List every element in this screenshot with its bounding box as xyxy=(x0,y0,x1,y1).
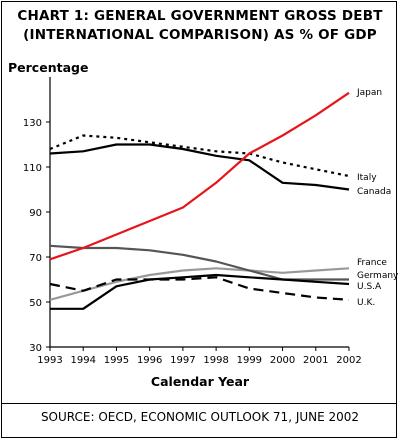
x-tick-label: 1993 xyxy=(37,355,62,366)
y-tick-label: 90 xyxy=(29,208,42,219)
chart-title-line1: CHART 1: GENERAL GOVERNMENT GROSS DEBT xyxy=(17,8,383,24)
legend-label-italy: Italy xyxy=(357,173,377,183)
x-tick-label: 1995 xyxy=(104,355,129,366)
x-tick-label: 2002 xyxy=(336,355,361,366)
series-line-japan xyxy=(49,91,350,261)
series-line-italy xyxy=(49,134,350,178)
y-tick-label: 110 xyxy=(23,163,42,174)
x-tick-label: 1994 xyxy=(70,355,95,366)
series-line-u-k xyxy=(49,276,350,301)
y-tick-label: 70 xyxy=(29,253,42,264)
x-tick-label: 2000 xyxy=(270,355,295,366)
series-line-germany xyxy=(49,244,349,281)
x-tick-label: 1996 xyxy=(137,355,162,366)
y-tick-label: 130 xyxy=(23,118,42,129)
x-axis-label: Calendar Year xyxy=(151,374,250,389)
legend-label-japan: Japan xyxy=(356,88,382,98)
x-tick-label: 1999 xyxy=(237,355,262,366)
legend-label-germany: Germany xyxy=(357,271,399,281)
source-divider xyxy=(1,403,397,404)
y-axis-label: Percentage xyxy=(8,60,88,75)
legend-label-france: France xyxy=(357,258,387,268)
x-tick-label: 2001 xyxy=(303,355,328,366)
legend-label-canada: Canada xyxy=(357,187,391,197)
y-tick-label: 30 xyxy=(29,343,42,354)
series-line-canada xyxy=(49,143,350,191)
y-tick-label: 50 xyxy=(29,298,42,309)
x-tick-label: 1998 xyxy=(203,355,228,366)
chart-title: CHART 1: GENERAL GOVERNMENT GROSS DEBT (… xyxy=(0,7,400,45)
legend-label-u-s-a: U.S.A xyxy=(357,282,382,292)
x-tick-label: 1997 xyxy=(170,355,195,366)
chart-title-line2: (INTERNATIONAL COMPARISON) AS % OF GDP xyxy=(23,27,377,43)
legend-label-u-k: U.K. xyxy=(357,298,375,308)
series-line-u-s-a xyxy=(50,273,350,310)
source-note: SOURCE: OECD, ECONOMIC OUTLOOK 71, JUNE … xyxy=(40,410,360,424)
